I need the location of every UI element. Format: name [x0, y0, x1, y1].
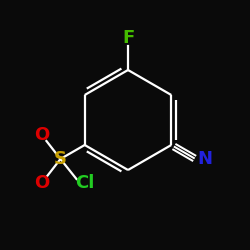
- Text: O: O: [34, 174, 49, 192]
- Text: N: N: [197, 150, 212, 168]
- Text: Cl: Cl: [75, 174, 94, 192]
- Text: O: O: [34, 126, 49, 144]
- Text: S: S: [54, 150, 67, 168]
- Text: F: F: [122, 29, 134, 47]
